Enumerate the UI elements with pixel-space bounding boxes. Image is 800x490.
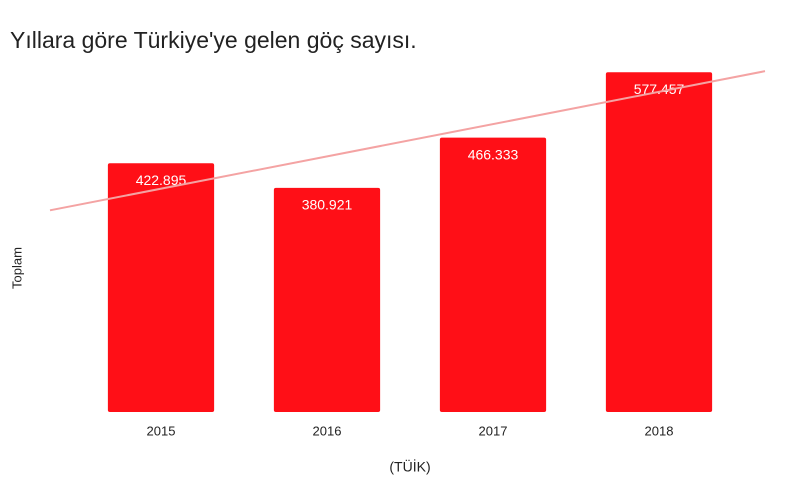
x-tick-label: 2018: [645, 423, 674, 438]
bar: [439, 137, 547, 412]
chart-title: Yıllara göre Türkiye'ye gelen göç sayısı…: [10, 27, 417, 53]
bar: [273, 187, 381, 412]
trend-line: [49, 70, 766, 212]
value-label: 380.921: [302, 197, 353, 213]
value-label: 577.457: [634, 81, 685, 97]
y-axis-label: Toplam: [9, 247, 24, 289]
bar: [107, 163, 215, 412]
x-tick-label: 2015: [147, 423, 176, 438]
x-tick-label: 2017: [479, 423, 508, 438]
bar: [605, 72, 713, 413]
x-axis-label: (TÜİK): [389, 458, 430, 475]
value-label: 466.333: [468, 146, 519, 162]
value-label: 422.895: [136, 172, 187, 188]
x-tick-label: 2016: [313, 423, 342, 438]
